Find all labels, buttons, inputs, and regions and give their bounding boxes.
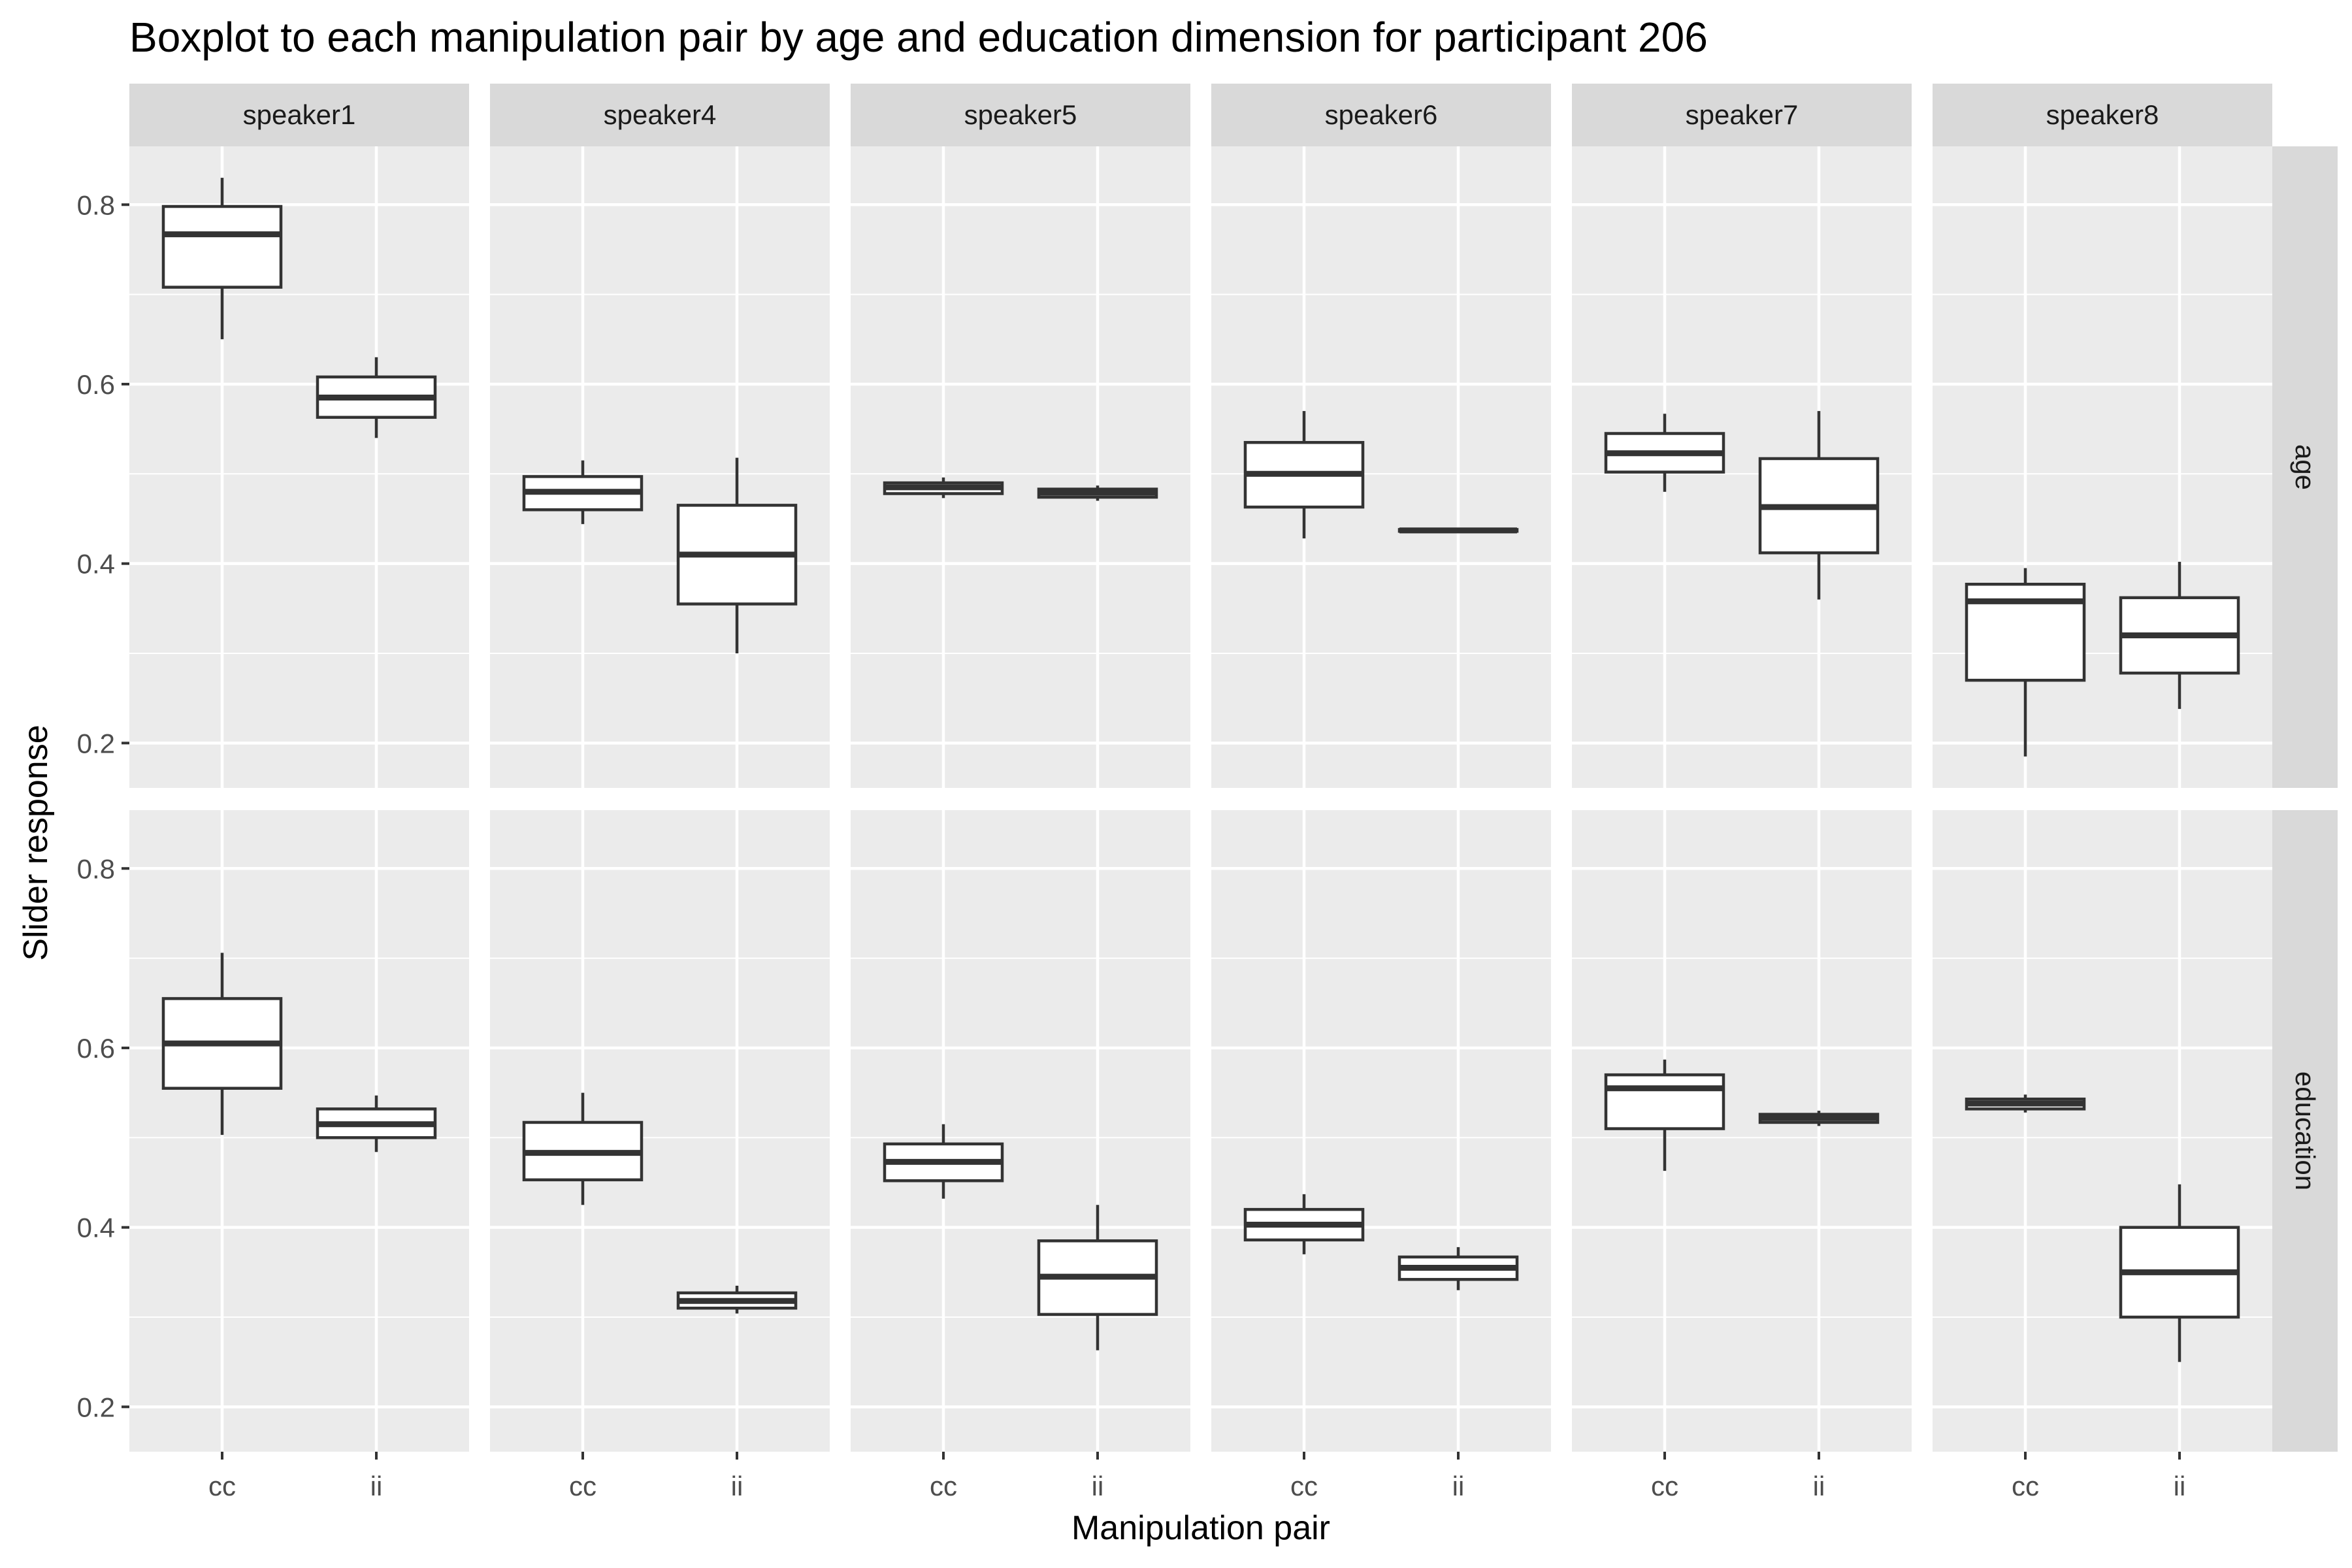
y-tick-label-education: 0.8	[77, 853, 115, 884]
box-age-speaker4-cc	[522, 460, 644, 525]
box-education-speaker1-cc	[161, 953, 283, 1135]
panel-education-speaker5	[851, 810, 1190, 1452]
box-age-speaker7-ii	[1758, 411, 1880, 600]
box-age-speaker1-ii	[316, 357, 437, 438]
box-age-speaker8-cc	[1965, 568, 2086, 757]
chart-title: Boxplot to each manipulation pair by age…	[129, 14, 1708, 61]
box-age-speaker4-ii	[676, 457, 798, 653]
box-education-speaker1-ii	[316, 1095, 437, 1152]
strip-label-speaker6: speaker6	[1325, 99, 1438, 130]
strip-speaker8	[1933, 84, 2272, 146]
y-axis-title: Slider response	[17, 725, 55, 960]
box-age-speaker5-ii	[1037, 485, 1158, 501]
x-tick-label-speaker7: ii	[1813, 1471, 1825, 1501]
box-age-speaker1-cc	[161, 178, 283, 340]
box-education-speaker8-ii	[2119, 1184, 2240, 1362]
panel-age-speaker4	[490, 146, 830, 788]
strip-label-speaker5: speaker5	[964, 99, 1077, 130]
box-body	[1604, 1073, 1725, 1130]
box-education-speaker5-ii	[1037, 1205, 1158, 1350]
strip-label-speaker1: speaker1	[243, 99, 356, 130]
x-tick-label-speaker4: cc	[569, 1471, 596, 1501]
box-education-speaker5-cc	[883, 1124, 1004, 1199]
x-tick-label-speaker1: ii	[370, 1471, 383, 1501]
x-tick-label-speaker5: ii	[1092, 1471, 1104, 1501]
strip-speaker4	[490, 84, 830, 146]
box-education-speaker4-ii	[676, 1285, 798, 1314]
box-education-speaker6-cc	[1243, 1194, 1365, 1254]
y-tick-label-education: 0.2	[77, 1392, 115, 1422]
strip-speaker1	[129, 84, 469, 146]
x-tick-label-speaker1: cc	[208, 1471, 236, 1501]
strip-education	[2272, 810, 2338, 1452]
x-tick-label-speaker6: cc	[1290, 1471, 1318, 1501]
y-tick-label-age: 0.2	[77, 728, 115, 759]
box-age-speaker5-cc	[883, 477, 1004, 498]
box-education-speaker6-ii	[1397, 1247, 1519, 1290]
y-tick-label-age: 0.8	[77, 189, 115, 220]
strip-label-speaker7: speaker7	[1686, 99, 1799, 130]
panel-layer: speaker1 speaker4 speaker5 speaker6 speaker7…	[77, 84, 2338, 1501]
panel-education-speaker6	[1211, 810, 1551, 1452]
strip-label-speaker8: speaker8	[2046, 99, 2159, 130]
x-tick-label-speaker8: ii	[2174, 1471, 2186, 1501]
box-education-speaker4-cc	[522, 1092, 644, 1205]
panel-age-speaker5	[851, 146, 1190, 788]
x-tick-label-speaker7: cc	[1651, 1471, 1678, 1501]
strip-speaker7	[1572, 84, 1912, 146]
x-tick-label-speaker4: ii	[731, 1471, 743, 1501]
y-tick-label-education: 0.4	[77, 1213, 115, 1243]
panel-age-speaker8	[1933, 146, 2272, 788]
x-tick-label-speaker8: cc	[2012, 1471, 2039, 1501]
box-education-speaker7-cc	[1604, 1059, 1725, 1171]
box-body	[161, 204, 283, 289]
strip-label-education: education	[2290, 1071, 2321, 1190]
box-age-speaker7-cc	[1604, 414, 1725, 492]
panel-education-speaker7	[1572, 810, 1912, 1452]
x-axis-title: Manipulation pair	[1071, 1509, 1330, 1547]
strip-speaker6	[1211, 84, 1551, 146]
x-tick-label-speaker5: cc	[930, 1471, 957, 1501]
strip-label-speaker4: speaker4	[604, 99, 717, 130]
box-age-speaker8-ii	[2119, 561, 2240, 710]
box-education-speaker7-ii	[1758, 1111, 1880, 1126]
strip-label-age: age	[2290, 444, 2321, 490]
y-tick-label-education: 0.6	[77, 1033, 115, 1064]
y-tick-label-age: 0.4	[77, 549, 115, 580]
x-tick-label-speaker6: ii	[1452, 1471, 1465, 1501]
box-age-speaker6-cc	[1243, 411, 1365, 539]
y-tick-label-age: 0.6	[77, 369, 115, 400]
strip-speaker5	[851, 84, 1190, 146]
box-age-speaker6-ii	[1397, 527, 1519, 534]
box-education-speaker8-cc	[1965, 1094, 2086, 1113]
strip-age	[2272, 146, 2338, 788]
panel-education-speaker8	[1933, 810, 2272, 1452]
